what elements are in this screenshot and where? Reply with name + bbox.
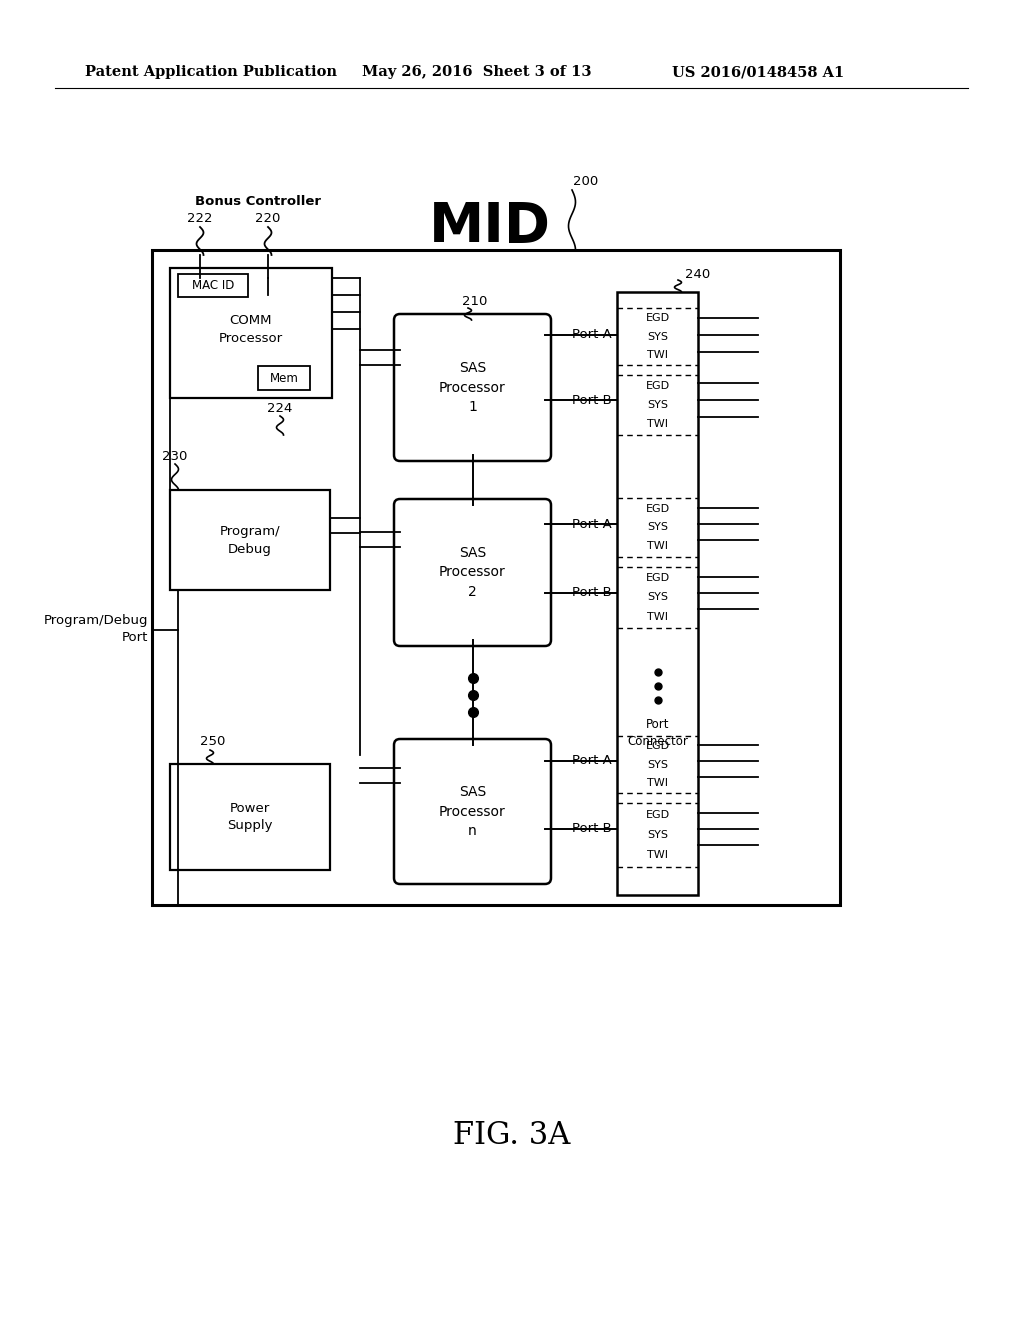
Text: SYS: SYS [647,593,668,602]
Text: TWI: TWI [647,850,668,861]
Text: EGD: EGD [645,809,670,820]
Text: Program/
Debug: Program/ Debug [220,524,281,556]
Text: MAC ID: MAC ID [191,279,234,292]
FancyBboxPatch shape [394,314,551,461]
Text: EGD: EGD [645,504,670,513]
Text: 210: 210 [462,294,487,308]
Bar [170,764,330,870]
Text: 222: 222 [187,213,213,224]
Text: TWI: TWI [647,420,668,429]
Text: Power
Supply: Power Supply [227,801,272,833]
Text: May 26, 2016  Sheet 3 of 13: May 26, 2016 Sheet 3 of 13 [362,65,592,79]
Bar [152,249,840,906]
Text: SYS: SYS [647,331,668,342]
Text: Mem: Mem [269,371,298,384]
Text: EGD: EGD [645,573,670,583]
Text: 250: 250 [200,735,225,748]
Text: Bonus Controller: Bonus Controller [195,195,321,209]
Text: Patent Application Publication: Patent Application Publication [85,65,337,79]
Text: Port
Connector: Port Connector [627,718,688,748]
Text: SYS: SYS [647,523,668,532]
Text: 230: 230 [162,450,187,463]
Bar [170,490,330,590]
Text: TWI: TWI [647,541,668,552]
Text: EGD: EGD [645,380,670,391]
Text: SAS
Processor
2: SAS Processor 2 [439,546,506,599]
Bar [258,366,310,389]
Text: FIG. 3A: FIG. 3A [454,1119,570,1151]
Text: TWI: TWI [647,777,668,788]
Text: TWI: TWI [647,612,668,622]
Text: Port B: Port B [572,822,612,836]
Text: Port A: Port A [572,517,612,531]
Text: Port A: Port A [572,329,612,342]
Text: EGD: EGD [645,313,670,323]
Text: SAS
Processor
1: SAS Processor 1 [439,360,506,414]
Text: Program/Debug
Port: Program/Debug Port [43,614,148,644]
Text: SYS: SYS [647,759,668,770]
Bar [170,268,332,399]
Text: SAS
Processor
n: SAS Processor n [439,785,506,838]
Text: TWI: TWI [647,350,668,360]
Bar [617,292,698,895]
Text: SYS: SYS [647,400,668,411]
Text: 200: 200 [573,176,598,187]
Text: 240: 240 [685,268,711,281]
Text: SYS: SYS [647,830,668,840]
Text: US 2016/0148458 A1: US 2016/0148458 A1 [672,65,844,79]
FancyBboxPatch shape [394,739,551,884]
Text: COMM
Processor: COMM Processor [219,314,283,346]
Text: Port B: Port B [572,586,612,599]
FancyBboxPatch shape [394,499,551,645]
Text: MID: MID [429,201,551,253]
Bar [178,275,248,297]
Text: EGD: EGD [645,742,670,751]
Text: Port B: Port B [572,393,612,407]
Text: Port A: Port A [572,755,612,767]
Text: 224: 224 [267,403,293,414]
Text: 220: 220 [255,213,281,224]
